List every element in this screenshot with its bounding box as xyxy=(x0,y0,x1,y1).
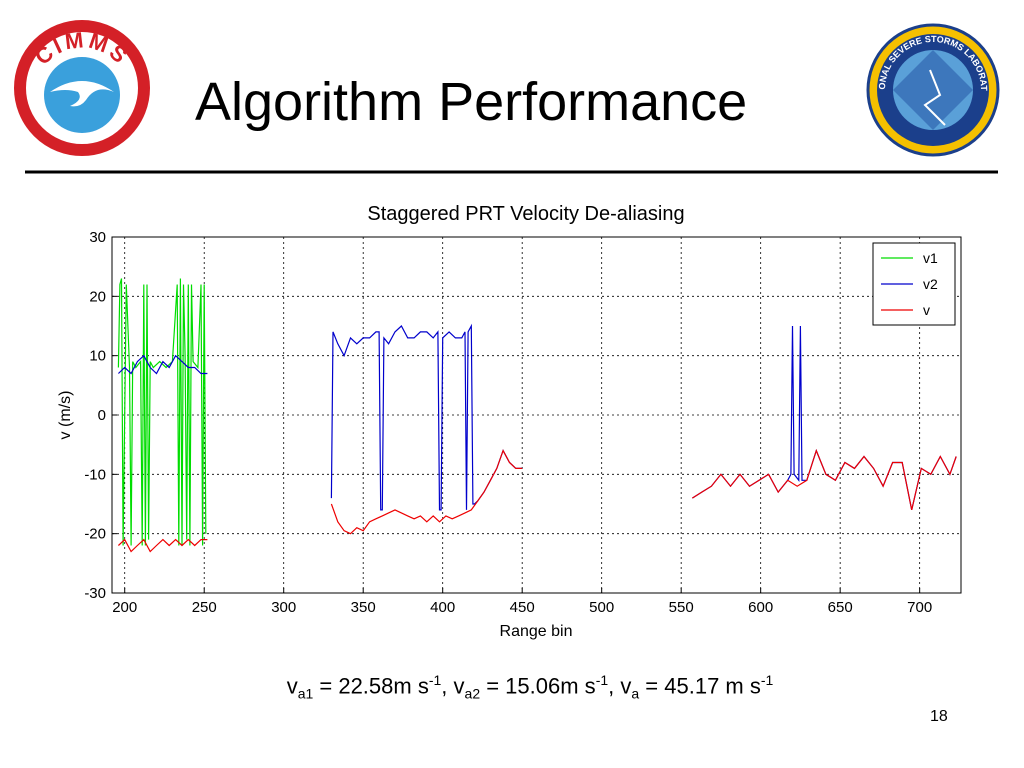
plot-frame xyxy=(111,236,962,594)
chart-title: Staggered PRT Velocity De-aliasing xyxy=(367,203,684,225)
formula-part: a xyxy=(631,685,640,702)
x-tick-label: 350 xyxy=(351,599,376,616)
x-tick-label: 650 xyxy=(828,599,853,616)
y-axis-label: v (m/s) xyxy=(57,391,74,440)
x-tick-label: 450 xyxy=(510,599,535,616)
formula-part: = 22.58m s xyxy=(313,673,429,699)
formula-part: , v xyxy=(441,673,465,699)
series-line xyxy=(117,448,957,553)
x-tick-label: 250 xyxy=(192,599,217,616)
legend-label: v2 xyxy=(923,276,938,292)
legend-label: v1 xyxy=(923,250,938,266)
formula-part: = 45.17 m s xyxy=(639,673,761,699)
formula: va1 = 22.58m s-1, va2 = 15.06m s-1, va =… xyxy=(0,672,1024,702)
formula-part: a1 xyxy=(297,685,314,702)
x-tick-label: 300 xyxy=(271,599,296,616)
formula-part: v xyxy=(286,673,298,699)
x-axis-label: Range bin xyxy=(500,623,573,640)
logo-left: CIMMS xyxy=(14,20,150,156)
x-tick-label: 600 xyxy=(748,599,773,616)
y-tick-label: -10 xyxy=(84,466,106,483)
page-number: 18 xyxy=(930,708,948,725)
x-tick-label: 400 xyxy=(430,599,455,616)
y-tick-label: 30 xyxy=(89,229,106,246)
y-tick-label: 0 xyxy=(98,407,106,424)
x-tick-label: 500 xyxy=(589,599,614,616)
formula-part: a2 xyxy=(464,685,481,702)
slide-title: Algorithm Performance xyxy=(195,72,747,132)
formula-part: -1 xyxy=(428,672,442,688)
x-tick-label: 550 xyxy=(669,599,694,616)
x-tick-label: 200 xyxy=(112,599,137,616)
y-tick-label: 10 xyxy=(89,348,106,365)
formula-part: -1 xyxy=(595,672,609,688)
formula-part: -1 xyxy=(760,672,774,688)
y-tick-label: -30 xyxy=(84,585,106,602)
x-tick-label: 700 xyxy=(907,599,932,616)
legend-label: v xyxy=(923,302,930,318)
series-line xyxy=(117,278,207,546)
formula-part: , v xyxy=(608,673,632,699)
y-tick-label: -20 xyxy=(84,526,106,543)
y-tick-label: 20 xyxy=(89,288,106,305)
formula-part: = 15.06m s xyxy=(480,673,596,699)
